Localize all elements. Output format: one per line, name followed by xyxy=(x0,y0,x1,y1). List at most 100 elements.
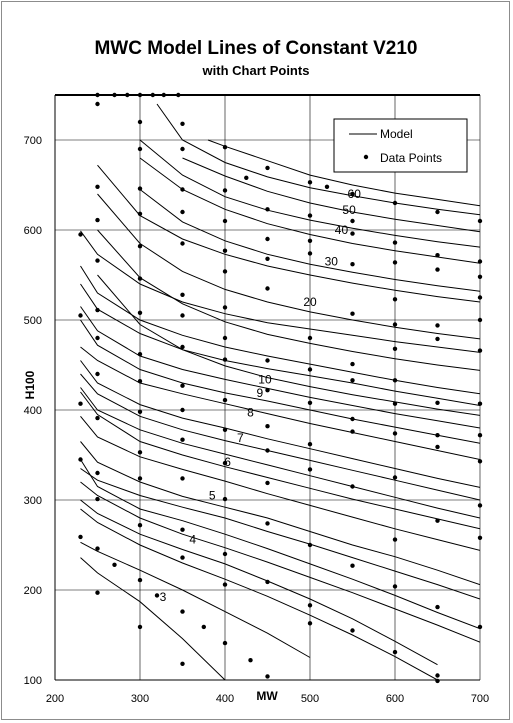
data-point xyxy=(137,409,143,414)
data-point xyxy=(222,305,228,310)
data-point xyxy=(78,457,83,462)
contour-label: 5 xyxy=(209,489,216,503)
data-point xyxy=(265,480,270,486)
data-point xyxy=(477,624,483,630)
contour-label: 6 xyxy=(224,455,231,469)
data-point xyxy=(265,388,270,393)
data-point xyxy=(307,335,313,341)
contour-label: 20 xyxy=(303,295,317,309)
data-point xyxy=(222,397,228,403)
data-point xyxy=(307,251,313,256)
data-point xyxy=(222,335,228,341)
contour-label: 9 xyxy=(257,386,264,400)
data-point xyxy=(112,562,117,567)
data-point xyxy=(350,628,355,633)
data-point xyxy=(137,186,143,191)
y-tick-label: 200 xyxy=(24,585,42,597)
data-point xyxy=(265,236,270,242)
data-point xyxy=(180,555,185,560)
data-point xyxy=(435,209,440,215)
data-point xyxy=(392,475,398,480)
model-line-5 xyxy=(80,499,438,666)
data-point xyxy=(95,415,100,421)
data-point xyxy=(95,546,100,551)
legend-model-label: Model xyxy=(380,127,413,141)
data-point xyxy=(222,460,228,466)
data-point xyxy=(180,407,185,413)
data-point xyxy=(265,286,270,291)
data-point xyxy=(477,503,483,508)
model-line xyxy=(80,283,480,406)
data-point xyxy=(435,678,440,684)
data-point xyxy=(137,379,143,384)
data-point xyxy=(222,551,228,557)
data-point xyxy=(222,145,228,150)
data-point xyxy=(307,367,313,372)
data-point xyxy=(435,673,440,678)
contour-label: 7 xyxy=(237,431,244,445)
model-line xyxy=(80,319,480,444)
data-point xyxy=(95,371,100,377)
data-point xyxy=(95,496,100,502)
data-point xyxy=(265,424,270,429)
data-point xyxy=(265,521,270,526)
data-point xyxy=(435,267,440,272)
data-point xyxy=(180,187,185,192)
model-line-10 xyxy=(80,360,480,488)
data-point xyxy=(350,484,355,489)
data-point xyxy=(180,344,185,350)
data-point xyxy=(392,346,398,351)
y-tick-label: 300 xyxy=(24,495,42,507)
data-point xyxy=(392,649,398,655)
data-point xyxy=(307,467,313,472)
data-point xyxy=(392,431,398,436)
contour-label: 4 xyxy=(189,533,196,547)
data-point xyxy=(435,444,440,450)
data-point xyxy=(180,241,185,246)
data-point xyxy=(95,258,100,263)
data-point xyxy=(137,211,143,216)
data-point xyxy=(180,476,185,481)
data-point xyxy=(307,621,313,626)
data-point xyxy=(137,146,143,152)
contour-label: 40 xyxy=(335,223,349,237)
data-point xyxy=(307,238,313,243)
data-point xyxy=(392,260,398,265)
legend-points-label: Data Points xyxy=(380,151,442,165)
model-line-9 xyxy=(80,387,480,519)
data-point xyxy=(265,448,270,453)
data-point xyxy=(350,416,355,422)
data-point xyxy=(222,269,228,274)
data-point xyxy=(350,191,355,197)
data-point xyxy=(477,274,483,279)
x-tick-label: 200 xyxy=(46,693,64,705)
model-line-8 xyxy=(80,415,480,551)
data-point xyxy=(477,401,483,406)
x-axis-ticks: 200 300 400 500 600 700 xyxy=(46,693,489,705)
data-point xyxy=(78,232,83,237)
x-tick-label: 300 xyxy=(131,693,149,705)
data-point xyxy=(350,429,355,434)
y-tick-label: 500 xyxy=(24,315,42,327)
y-axis-ticks: 100 200 300 400 500 600 700 xyxy=(24,135,42,687)
legend: Model Data Points xyxy=(333,118,468,173)
data-point xyxy=(137,352,143,357)
data-point xyxy=(392,322,398,327)
contour-label: 50 xyxy=(342,203,356,217)
data-point xyxy=(435,433,440,438)
model-line xyxy=(97,193,480,340)
data-point xyxy=(350,378,355,383)
model-line-60 xyxy=(207,139,480,207)
data-point xyxy=(95,184,100,189)
model-line xyxy=(80,508,438,680)
data-point xyxy=(137,476,143,481)
data-point xyxy=(180,209,185,215)
x-tick-label: 500 xyxy=(301,693,319,705)
data-point xyxy=(265,579,270,585)
data-point xyxy=(78,534,83,540)
data-point xyxy=(222,640,228,646)
model-line xyxy=(97,229,480,371)
data-point xyxy=(95,470,100,476)
data-point xyxy=(477,433,483,438)
